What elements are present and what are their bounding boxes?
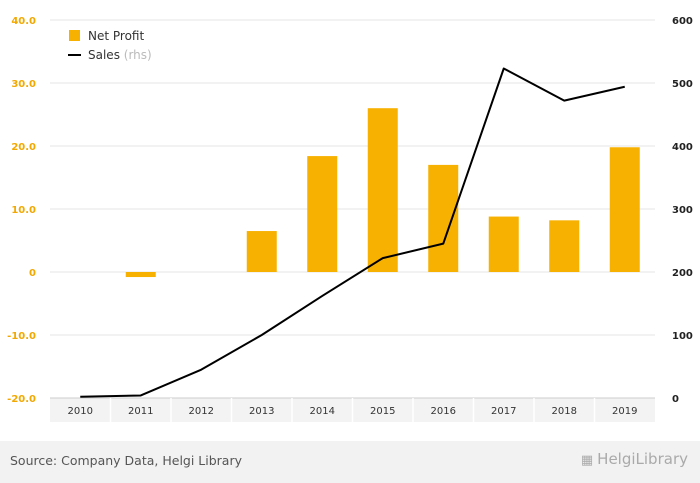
x-tick-label: 2011 [128,406,153,417]
x-tick-label: 2019 [612,406,637,417]
y-left-tick-label: 20.0 [11,142,36,153]
x-tick-label: 2012 [189,406,214,417]
bar [609,147,640,272]
bar [488,216,519,272]
legend-label-net-profit: Net Profit [88,29,144,43]
legend-suffix-rhs: (rhs) [124,48,152,62]
bar [307,156,338,272]
source-note: Source: Company Data, Helgi Library [10,453,243,468]
brand-name: HelgiLibrary [597,450,688,468]
y-right-tick-label: 600 [672,16,693,27]
y-left-tick-label: -10.0 [7,331,36,342]
x-tick-label: 2018 [552,406,577,417]
y-right-tick-label: 0 [672,394,679,405]
bar [428,164,459,272]
legend-label-sales: Sales (rhs) [88,48,152,62]
y-right-tick-label: 200 [672,268,693,279]
x-tick-label: 2015 [370,406,395,417]
x-tick-label: 2017 [491,406,516,417]
brand-logo: ▦ HelgiLibrary [581,450,688,468]
y-right-tick-label: 400 [672,142,693,153]
y-right-tick-label: 500 [672,79,693,90]
chart-svg: -20.0 -10.0 0 10.0 20.0 30.0 40.0 0 100 200 300 400… [7,16,693,422]
legend-swatch-net-profit [69,30,80,41]
factory-icon: ▦ [580,453,594,468]
y-right-tick-label: 300 [672,205,693,216]
y-left-tick-label: 40.0 [11,16,36,27]
x-tick-label: 2013 [249,406,274,417]
bar [549,220,580,272]
y-left-tick-label: 30.0 [11,79,36,90]
bar [367,108,398,272]
bar [125,272,156,278]
x-tick-label: 2016 [431,406,456,417]
x-tick-label: 2014 [310,406,335,417]
y-left-tick-label: -20.0 [7,394,36,405]
x-tick-label: 2010 [68,406,93,417]
y-left-tick-label: 10.0 [11,205,36,216]
y-right-tick-label: 100 [672,331,693,342]
y-left-tick-label: 0 [29,268,36,279]
bar [246,231,277,272]
sales-line [80,67,625,398]
footer: Source: Company Data, Helgi Library ▦ Hel… [0,441,700,483]
